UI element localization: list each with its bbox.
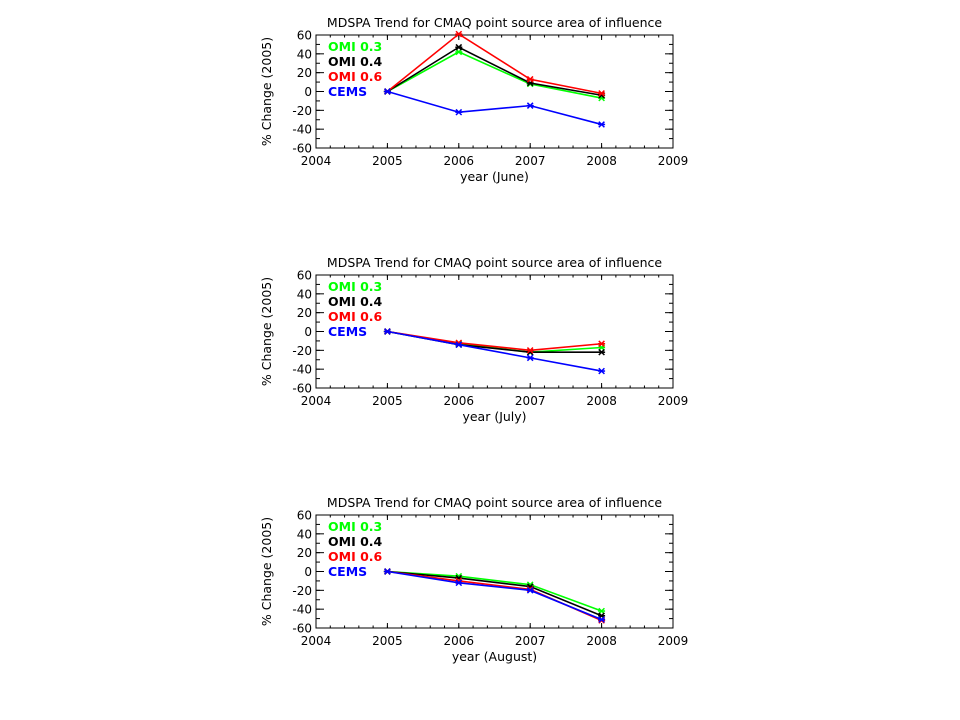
y-tick-label: -40 [292,603,312,617]
x-tick-label: 2007 [515,154,546,168]
x-tick-label: 2007 [515,394,546,408]
x-tick-label: 2004 [301,634,332,648]
y-tick-label: 20 [297,306,312,320]
x-axis-label: year (August) [452,649,537,664]
series-line-omi-0-6 [386,33,602,95]
legend-entry: CEMS [328,84,367,99]
series-line-omi-0-4 [386,46,602,97]
data-point-marker [598,340,606,348]
x-axis-label: year (July) [462,409,526,424]
data-point-marker [455,108,463,116]
data-point-marker [526,75,534,83]
x-axis-label: year (June) [460,169,529,184]
x-tick-label: 2008 [586,154,617,168]
y-tick-label: -20 [292,344,312,358]
chart-title: MDSPA Trend for CMAQ point source area o… [327,15,662,30]
data-point-marker [455,30,463,38]
y-tick-label: 20 [297,66,312,80]
legend-entry: OMI 0.3 [328,519,382,534]
y-tick-label: 60 [297,269,312,283]
y-tick-label: 20 [297,546,312,560]
y-tick-label: 0 [304,85,312,99]
x-tick-label: 2004 [301,394,332,408]
data-point-marker [598,90,606,97]
legend-entry: CEMS [328,324,367,339]
y-tick-label: 40 [297,527,312,541]
data-point-marker [526,347,534,354]
x-tick-label: 2006 [444,394,475,408]
y-tick-label: -20 [292,104,312,118]
x-tick-label: 2008 [586,394,617,408]
series-line-omi-0-3 [387,51,602,99]
series-line-omi-0-6 [387,570,602,622]
data-point-marker [383,328,391,335]
series-line-cems [387,90,602,126]
y-tick-label: -20 [292,584,312,598]
y-axis-label: % Change (2005) [259,37,274,146]
y-axis-label: % Change (2005) [259,277,274,386]
legend-entry: CEMS [328,564,367,579]
data-point-marker [526,587,534,594]
legend-entry: OMI 0.6 [328,69,383,84]
y-tick-label: -60 [292,382,312,396]
y-axis-label: % Change (2005) [259,517,274,626]
x-tick-label: 2005 [372,154,403,168]
chart-title: MDSPA Trend for CMAQ point source area o… [327,255,662,270]
data-point-marker [598,348,606,356]
chart-title: MDSPA Trend for CMAQ point source area o… [327,495,662,510]
y-tick-label: 60 [297,509,312,523]
series-line-omi-0-3 [387,570,602,612]
data-point-marker [455,43,463,51]
y-tick-label: -40 [292,363,312,377]
x-tick-label: 2009 [658,154,689,168]
legend-entry: OMI 0.4 [328,534,383,549]
data-point-marker [455,579,463,587]
chart-panel-august: MDSPA Trend for CMAQ point source area o… [259,495,688,664]
y-tick-label: 60 [297,29,312,43]
y-tick-label: 40 [297,47,312,61]
y-tick-label: -40 [292,123,312,137]
x-tick-label: 2007 [515,634,546,648]
series-line-omi-0-4 [387,570,602,617]
data-point-marker [526,354,534,362]
data-point-marker [383,88,391,95]
data-point-marker [455,341,463,349]
x-tick-label: 2006 [444,634,475,648]
data-point-marker [598,121,606,128]
legend-entry: OMI 0.4 [328,54,383,69]
series-line-cems [387,570,602,621]
data-point-marker [598,367,606,375]
x-tick-label: 2005 [372,634,403,648]
data-point-marker [526,102,534,109]
y-tick-label: -60 [292,142,312,156]
data-point-marker [598,616,606,623]
x-tick-label: 2006 [444,154,475,168]
legend-entry: OMI 0.6 [328,309,383,324]
legend-entry: OMI 0.6 [328,549,383,564]
legend-entry: OMI 0.4 [328,294,383,309]
series-line-cems [387,330,602,372]
y-tick-label: -60 [292,622,312,636]
chart-panel-june: MDSPA Trend for CMAQ point source area o… [259,15,688,184]
y-tick-label: 40 [297,287,312,301]
x-tick-label: 2008 [586,634,617,648]
x-tick-label: 2004 [301,154,332,168]
y-tick-label: 0 [304,325,312,339]
y-tick-label: 0 [304,565,312,579]
legend-entry: OMI 0.3 [328,39,382,54]
series-line-omi-0-6 [387,330,602,352]
x-tick-label: 2005 [372,394,403,408]
legend-entry: OMI 0.3 [328,279,382,294]
x-tick-label: 2009 [658,394,689,408]
data-point-marker [383,568,391,575]
x-tick-label: 2009 [658,634,689,648]
chart-panel-july: MDSPA Trend for CMAQ point source area o… [259,255,688,424]
